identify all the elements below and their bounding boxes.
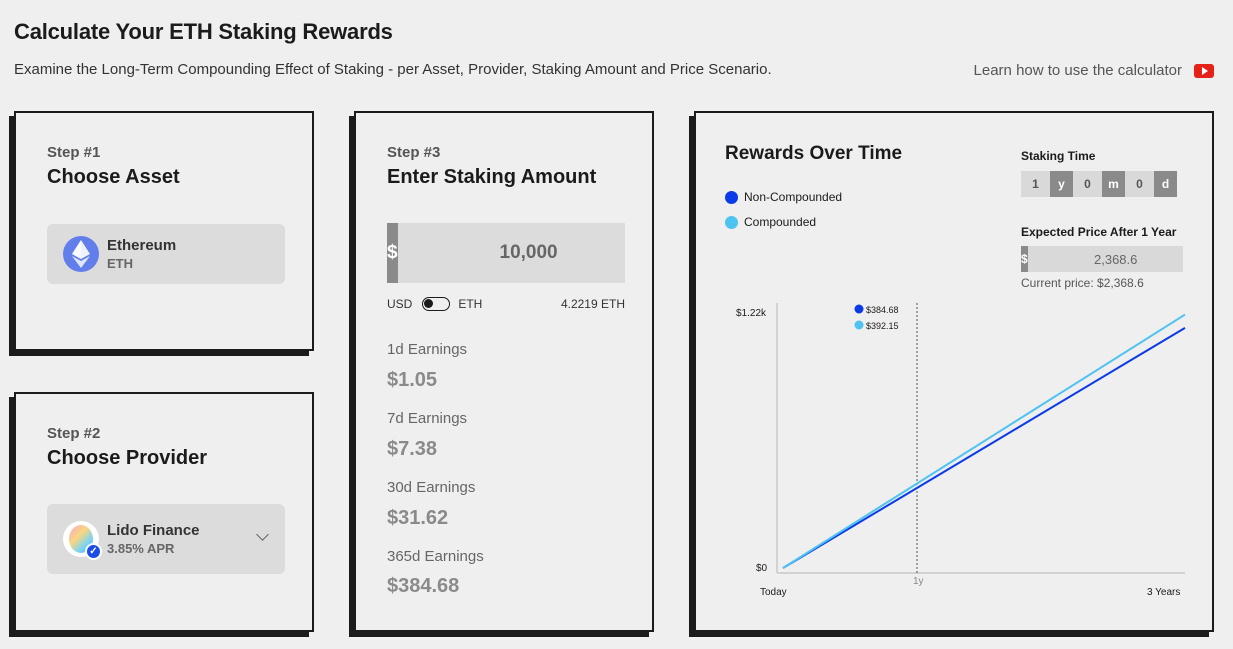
learn-calculator-link[interactable]: Learn how to use the calculator bbox=[974, 62, 1214, 79]
x-label-start: Today bbox=[760, 587, 787, 598]
eth-amount: 4.2219 ETH bbox=[560, 297, 625, 311]
earnings-value-1d: $1.05 bbox=[387, 369, 438, 391]
current-price: Current price: $2,368.6 bbox=[1021, 276, 1144, 290]
step3-label: Step #3 bbox=[387, 144, 441, 161]
legend-dot-non-compounded bbox=[725, 190, 738, 204]
step2-card: Step #2 Choose Provider ✓ Lido Finance 3… bbox=[14, 392, 314, 632]
earnings-value-30d: $31.62 bbox=[387, 507, 449, 529]
y-label-max: $1.22k bbox=[736, 308, 767, 319]
step1-card: Step #1 Choose Asset Ethereum ETH bbox=[14, 111, 314, 351]
step1-label: Step #1 bbox=[47, 144, 101, 161]
marker-dot-compounded bbox=[854, 320, 864, 330]
expected-price-box: $ bbox=[1021, 246, 1204, 272]
step1-title: Choose Asset bbox=[47, 166, 180, 188]
expected-price-input[interactable] bbox=[1027, 246, 1204, 272]
step2-title: Choose Provider bbox=[47, 447, 208, 469]
legend-compounded: Compounded bbox=[725, 215, 816, 229]
provider-apr: 3.85% APR bbox=[107, 541, 175, 556]
staking-time-inputs: 1 y 0 m 0 d bbox=[1021, 171, 1177, 197]
earnings-label-30d: 30d Earnings bbox=[387, 479, 476, 496]
youtube-icon bbox=[1194, 63, 1214, 78]
x-label-1y: 1y bbox=[913, 576, 924, 587]
staking-amount-input[interactable] bbox=[397, 223, 660, 283]
earnings-label-7d: 7d Earnings bbox=[387, 410, 468, 427]
asset-name: Ethereum bbox=[107, 237, 177, 254]
price-currency-symbol: $ bbox=[1021, 246, 1028, 272]
verified-check-icon: ✓ bbox=[85, 543, 102, 560]
asset-selector[interactable]: Ethereum ETH bbox=[47, 224, 285, 284]
step3-card: Step #3 Enter Staking Amount $ USD ETH 4… bbox=[354, 111, 660, 632]
y-label-min: $0 bbox=[756, 563, 768, 574]
ethereum-icon bbox=[63, 236, 99, 272]
legend-label-compounded: Compounded bbox=[744, 215, 817, 229]
marker-value-non-compounded: $384.68 bbox=[866, 305, 899, 315]
unit-usd-label: USD bbox=[387, 297, 413, 311]
x-label-end: 3 Years bbox=[1147, 587, 1180, 598]
legend-label-non-compounded: Non-Compounded bbox=[744, 190, 843, 204]
marker-dot-non-compounded bbox=[854, 304, 864, 314]
series-line-compounded bbox=[782, 313, 1186, 569]
amount-box: $ bbox=[387, 223, 660, 283]
days-unit: d bbox=[1154, 171, 1177, 197]
expected-price-label: Expected Price After 1 Year bbox=[1021, 225, 1177, 239]
months-value[interactable]: 0 bbox=[1073, 171, 1102, 197]
legend-non-compounded: Non-Compounded bbox=[725, 190, 842, 204]
rewards-card: Rewards Over Time Non-Compounded Compoun… bbox=[694, 111, 1214, 632]
chevron-down-icon[interactable] bbox=[256, 528, 269, 541]
usd-eth-toggle[interactable] bbox=[422, 297, 451, 311]
page-subtitle: Examine the Long-Term Compounding Effect… bbox=[14, 61, 772, 78]
step3-title: Enter Staking Amount bbox=[387, 166, 597, 188]
legend-dot-compounded bbox=[725, 215, 738, 229]
step2-label: Step #2 bbox=[47, 425, 101, 442]
earnings-label-1d: 1d Earnings bbox=[387, 341, 468, 358]
currency-symbol: $ bbox=[387, 223, 398, 283]
provider-name: Lido Finance bbox=[107, 522, 200, 539]
months-unit: m bbox=[1102, 171, 1125, 197]
series-line-non-compounded bbox=[782, 326, 1186, 569]
earnings-value-7d: $7.38 bbox=[387, 438, 438, 460]
years-unit: y bbox=[1050, 171, 1073, 197]
marker-value-compounded: $392.15 bbox=[866, 321, 899, 331]
page-title: Calculate Your ETH Staking Rewards bbox=[14, 19, 393, 44]
rewards-title: Rewards Over Time bbox=[725, 143, 903, 164]
lido-icon: ✓ bbox=[63, 521, 102, 560]
earnings-value-365d: $384.68 bbox=[387, 575, 460, 597]
asset-symbol: ETH bbox=[107, 256, 133, 271]
days-value[interactable]: 0 bbox=[1125, 171, 1154, 197]
rewards-chart: $1.22k $0 Today 3 Years 1y $384.68 $392.15 bbox=[736, 303, 1186, 598]
learn-link-label: Learn how to use the calculator bbox=[973, 62, 1182, 79]
years-value[interactable]: 1 bbox=[1021, 171, 1050, 197]
earnings-label-365d: 365d Earnings bbox=[387, 548, 484, 565]
unit-toggle-row: USD ETH 4.2219 ETH bbox=[387, 297, 625, 311]
staking-time-label: Staking Time bbox=[1021, 149, 1096, 163]
provider-selector[interactable]: ✓ Lido Finance 3.85% APR bbox=[47, 504, 285, 574]
unit-eth-label: ETH bbox=[458, 297, 483, 311]
